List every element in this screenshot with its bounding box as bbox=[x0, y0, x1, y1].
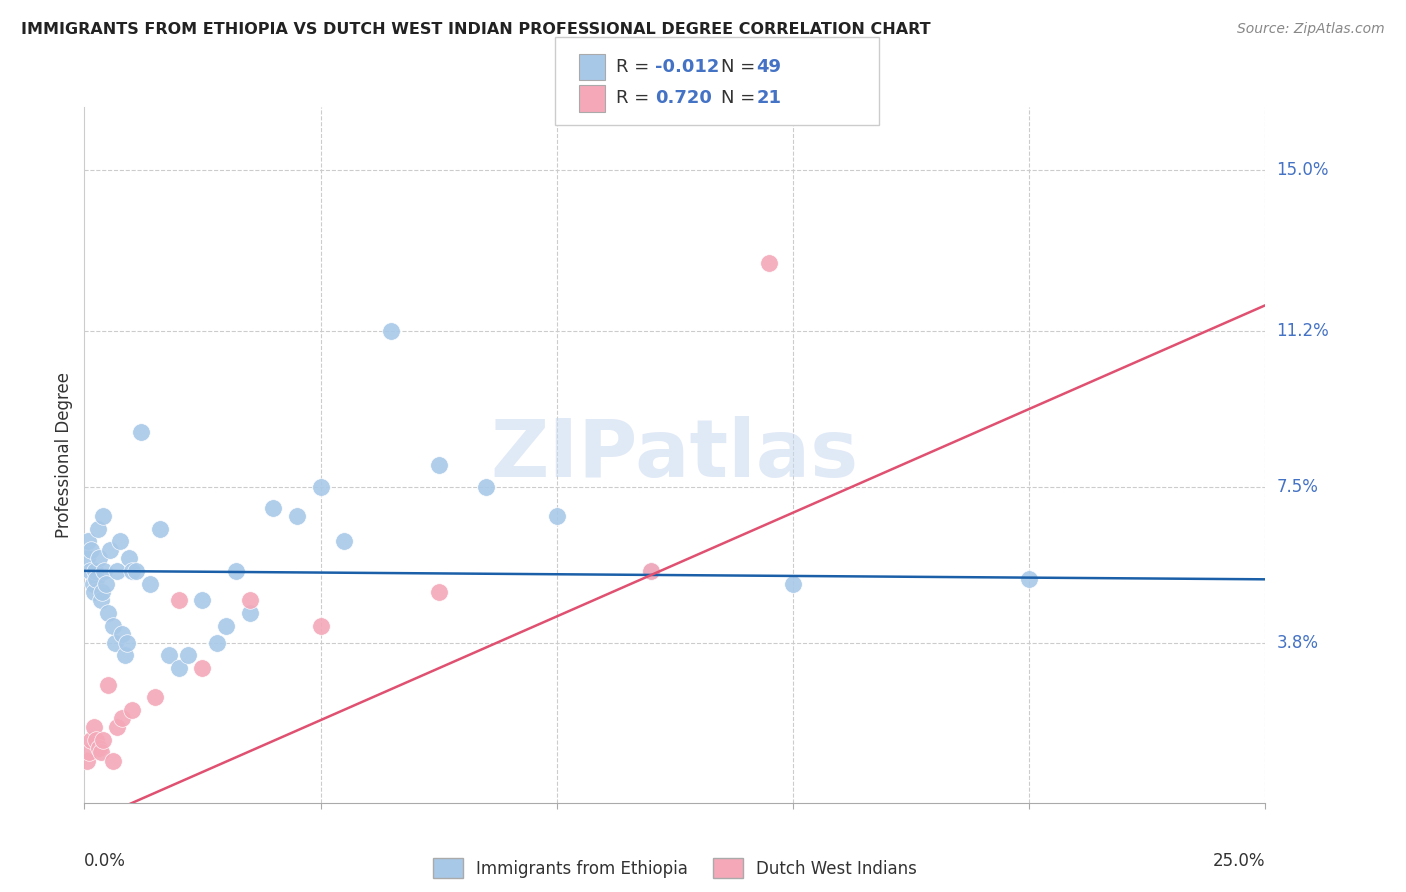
Y-axis label: Professional Degree: Professional Degree bbox=[55, 372, 73, 538]
Point bbox=[114, 648, 136, 663]
Text: 11.2%: 11.2% bbox=[1277, 321, 1329, 340]
Point bbox=[83, 720, 105, 734]
Point bbox=[118, 551, 141, 566]
Text: 0.0%: 0.0% bbox=[84, 852, 127, 870]
Point bbox=[640, 564, 662, 578]
Point bbox=[76, 551, 98, 566]
Text: N =: N = bbox=[721, 58, 761, 76]
Point bbox=[262, 500, 284, 515]
Text: 25.0%: 25.0% bbox=[1213, 852, 1265, 870]
Point bbox=[285, 509, 308, 524]
Point bbox=[758, 256, 780, 270]
Point bbox=[107, 564, 129, 578]
Point bbox=[86, 522, 108, 536]
Text: Source: ZipAtlas.com: Source: ZipAtlas.com bbox=[1237, 22, 1385, 37]
Point bbox=[111, 711, 134, 725]
Point bbox=[475, 479, 498, 493]
Point bbox=[640, 564, 662, 578]
Point bbox=[101, 618, 124, 632]
Point bbox=[84, 572, 107, 586]
Point bbox=[225, 564, 247, 578]
Point bbox=[83, 585, 105, 599]
Point bbox=[1018, 572, 1040, 586]
Text: IMMIGRANTS FROM ETHIOPIA VS DUTCH WEST INDIAN PROFESSIONAL DEGREE CORRELATION CH: IMMIGRANTS FROM ETHIOPIA VS DUTCH WEST I… bbox=[21, 22, 931, 37]
Point bbox=[129, 425, 152, 439]
Point bbox=[157, 648, 180, 663]
Text: 7.5%: 7.5% bbox=[1277, 477, 1319, 496]
Legend: Immigrants from Ethiopia, Dutch West Indians: Immigrants from Ethiopia, Dutch West Ind… bbox=[426, 851, 924, 885]
Point bbox=[98, 542, 121, 557]
Point bbox=[87, 551, 110, 566]
Point bbox=[191, 593, 214, 607]
Point bbox=[101, 754, 124, 768]
Text: 49: 49 bbox=[756, 58, 782, 76]
Point bbox=[79, 564, 101, 578]
Text: N =: N = bbox=[721, 89, 761, 107]
Text: 0.720: 0.720 bbox=[655, 89, 711, 107]
Text: 3.8%: 3.8% bbox=[1277, 633, 1319, 651]
Point bbox=[427, 585, 450, 599]
Point bbox=[91, 585, 114, 599]
Point bbox=[143, 690, 166, 705]
Point bbox=[77, 745, 100, 759]
Point bbox=[108, 534, 131, 549]
Point bbox=[139, 576, 162, 591]
Point bbox=[80, 732, 103, 747]
Point bbox=[90, 593, 112, 607]
Point bbox=[80, 542, 103, 557]
Point bbox=[97, 606, 120, 620]
Point bbox=[76, 754, 98, 768]
Point bbox=[380, 324, 402, 338]
Point bbox=[309, 479, 332, 493]
Text: ZIPatlas: ZIPatlas bbox=[491, 416, 859, 494]
Point bbox=[215, 618, 238, 632]
Point bbox=[90, 745, 112, 759]
Point bbox=[167, 661, 190, 675]
Text: 21: 21 bbox=[756, 89, 782, 107]
Point bbox=[94, 576, 117, 591]
Point bbox=[115, 635, 138, 649]
Point bbox=[82, 576, 104, 591]
Point bbox=[309, 618, 332, 632]
Text: 15.0%: 15.0% bbox=[1277, 161, 1329, 179]
Point bbox=[149, 522, 172, 536]
Point bbox=[239, 593, 262, 607]
Point bbox=[107, 720, 129, 734]
Point bbox=[177, 648, 200, 663]
Text: R =: R = bbox=[616, 89, 655, 107]
Point bbox=[77, 534, 100, 549]
Point bbox=[191, 661, 214, 675]
Point bbox=[546, 509, 568, 524]
Point bbox=[333, 534, 356, 549]
Point bbox=[121, 564, 143, 578]
Point bbox=[167, 593, 190, 607]
Point bbox=[111, 627, 134, 641]
Point bbox=[91, 732, 114, 747]
Point bbox=[84, 732, 107, 747]
Text: -0.012: -0.012 bbox=[655, 58, 720, 76]
Point bbox=[121, 703, 143, 717]
Point bbox=[97, 678, 120, 692]
Point bbox=[205, 635, 228, 649]
Point bbox=[239, 606, 262, 620]
Point bbox=[93, 564, 115, 578]
Point bbox=[91, 509, 114, 524]
Point bbox=[104, 635, 127, 649]
Point bbox=[125, 564, 148, 578]
Point bbox=[87, 741, 110, 756]
Point bbox=[83, 564, 105, 578]
Point bbox=[427, 458, 450, 473]
Text: R =: R = bbox=[616, 58, 655, 76]
Point bbox=[782, 576, 804, 591]
